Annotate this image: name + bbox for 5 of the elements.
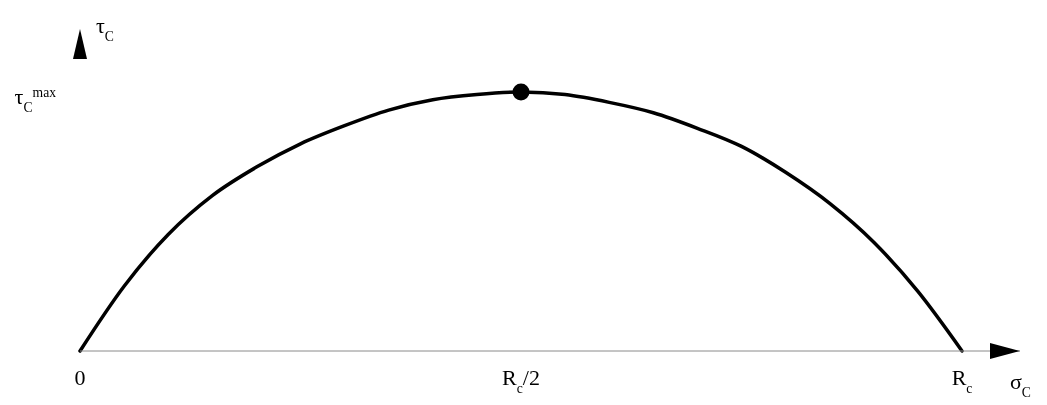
y-axis-title: τ$_{C}$ [96, 13, 114, 44]
x-tick-label: R$_{c}$/2 [502, 365, 540, 396]
x-tick-label: 0 [74, 365, 86, 390]
x-axis-title: σ$_{C}$ [1010, 369, 1031, 400]
x-tick-label: R$_{c}$ [951, 365, 973, 396]
